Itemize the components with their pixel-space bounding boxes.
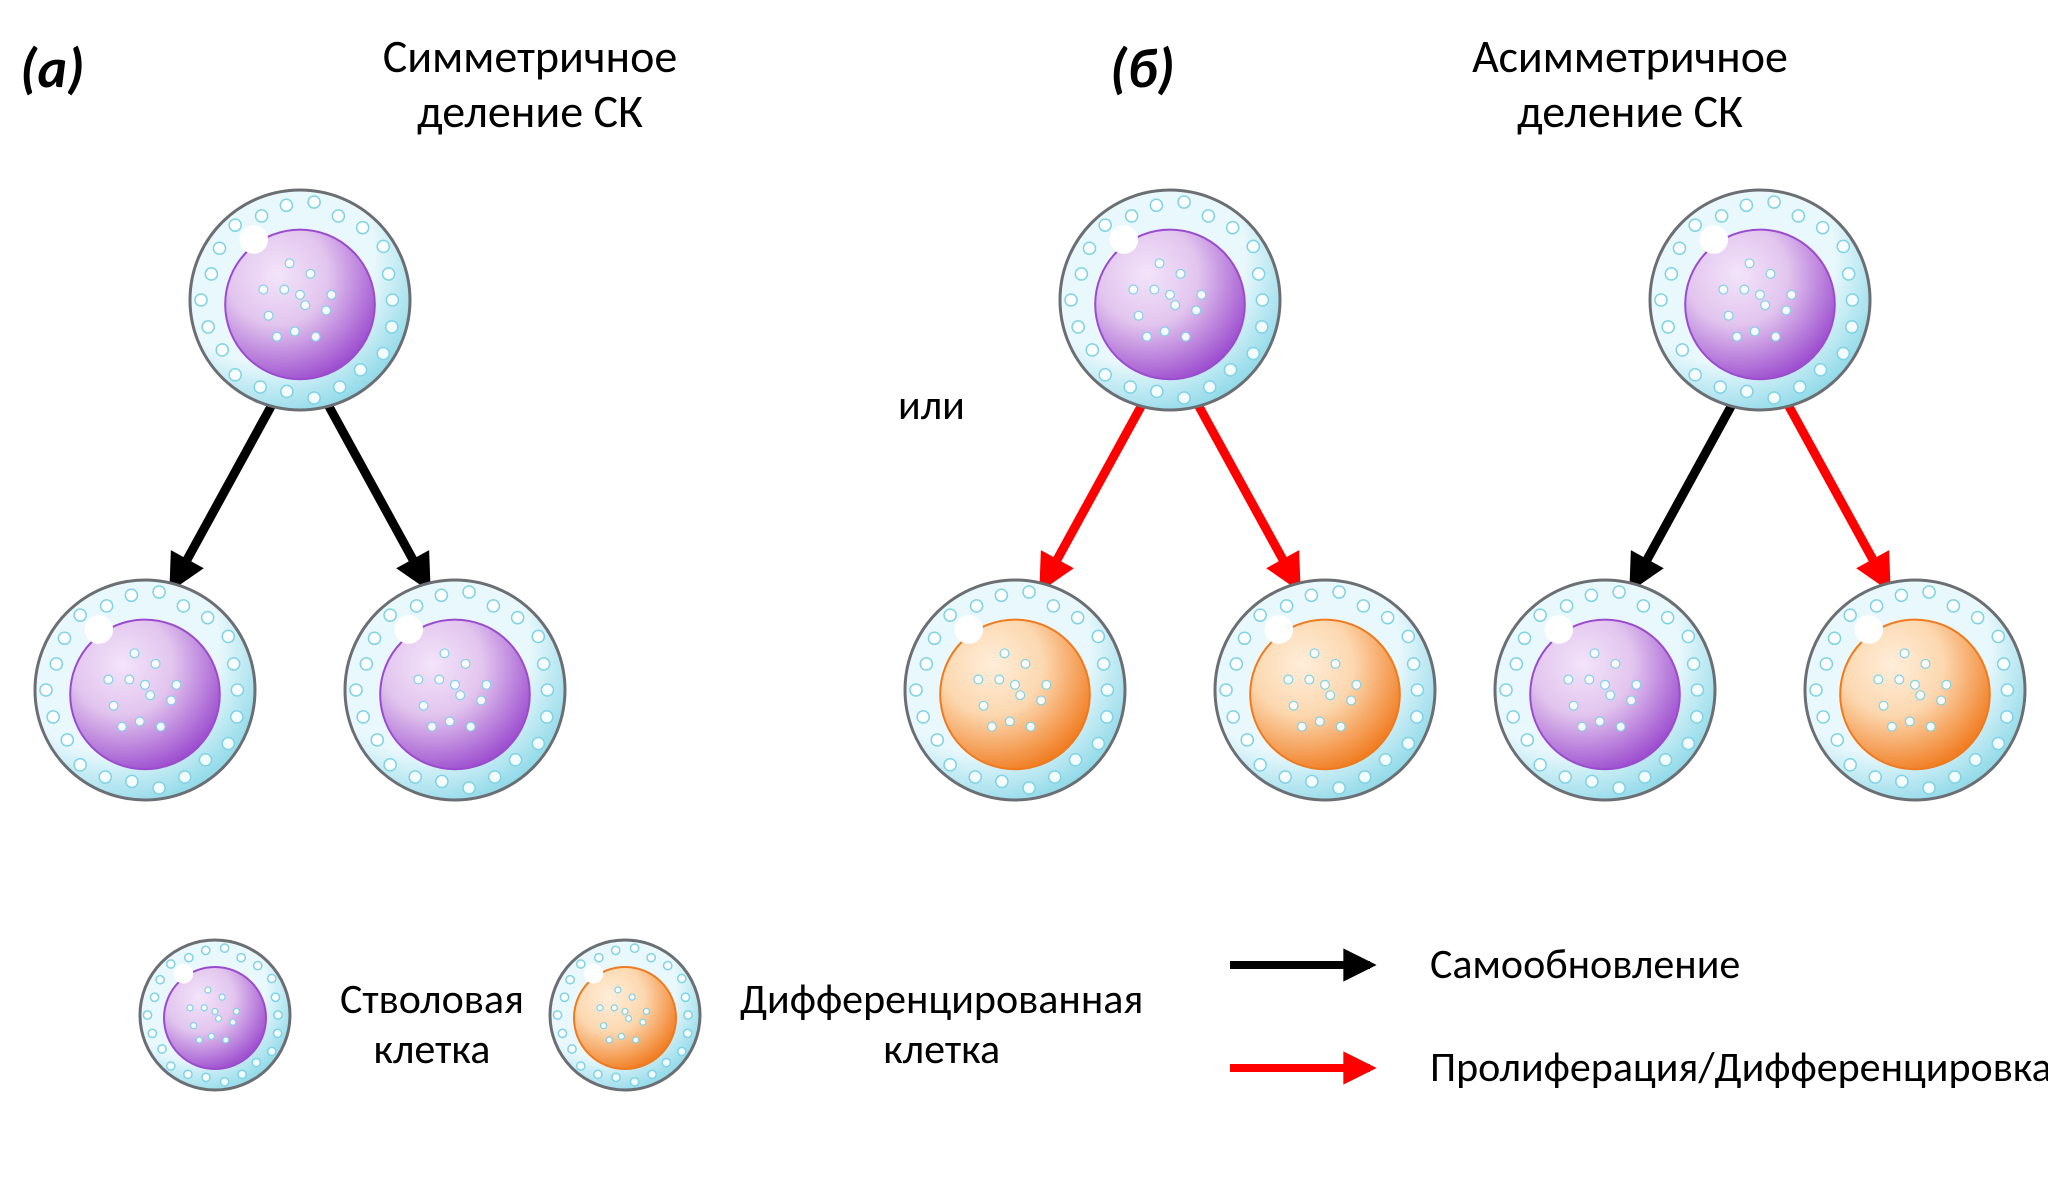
- differentiation-arrow: [1788, 405, 1887, 586]
- self-renewal-arrow: [173, 405, 272, 586]
- legend-self-renewal-label: Самообновление: [1430, 940, 1740, 990]
- self-renewal-arrow: [328, 405, 427, 586]
- stem-cell-legend-stem: [140, 940, 292, 1090]
- stem-cell-t2-p: [1650, 190, 1873, 410]
- differentiation-arrow: [1043, 405, 1142, 586]
- stem-cell-t0-c1: [345, 580, 568, 800]
- legend-diff-cell-label: Дифференцированная клетка: [740, 975, 1143, 1076]
- panel-label-a: (а): [20, 35, 84, 103]
- self-renewal-arrow: [1633, 405, 1732, 586]
- legend-proliferation-label: Пролиферация/Дифференцировка: [1430, 1043, 2048, 1093]
- title-asymmetric: Асимметричное деление СК: [1420, 30, 1840, 140]
- stem-cell-t0-p: [190, 190, 413, 410]
- diff-cell-t1-c1: [1215, 580, 1438, 800]
- legend-stem-cell-label: Стволовая клетка: [340, 975, 524, 1076]
- differentiation-arrow: [1198, 405, 1297, 586]
- title-symmetric: Симметричное деление СК: [320, 30, 740, 140]
- diff-cell-legend-diff: [550, 940, 702, 1090]
- diff-cell-t1-c0: [905, 580, 1128, 800]
- diff-cell-t2-c1: [1805, 580, 2028, 800]
- stem-cell-t2-c0: [1495, 580, 1718, 800]
- diagram-stage: (а) (б) Симметричное деление СК Асимметр…: [0, 0, 2048, 1194]
- or-label: или: [898, 380, 965, 431]
- panel-label-b: (б): [1110, 35, 1175, 103]
- stem-cell-t1-p: [1060, 190, 1283, 410]
- stem-cell-t0-c0: [35, 580, 258, 800]
